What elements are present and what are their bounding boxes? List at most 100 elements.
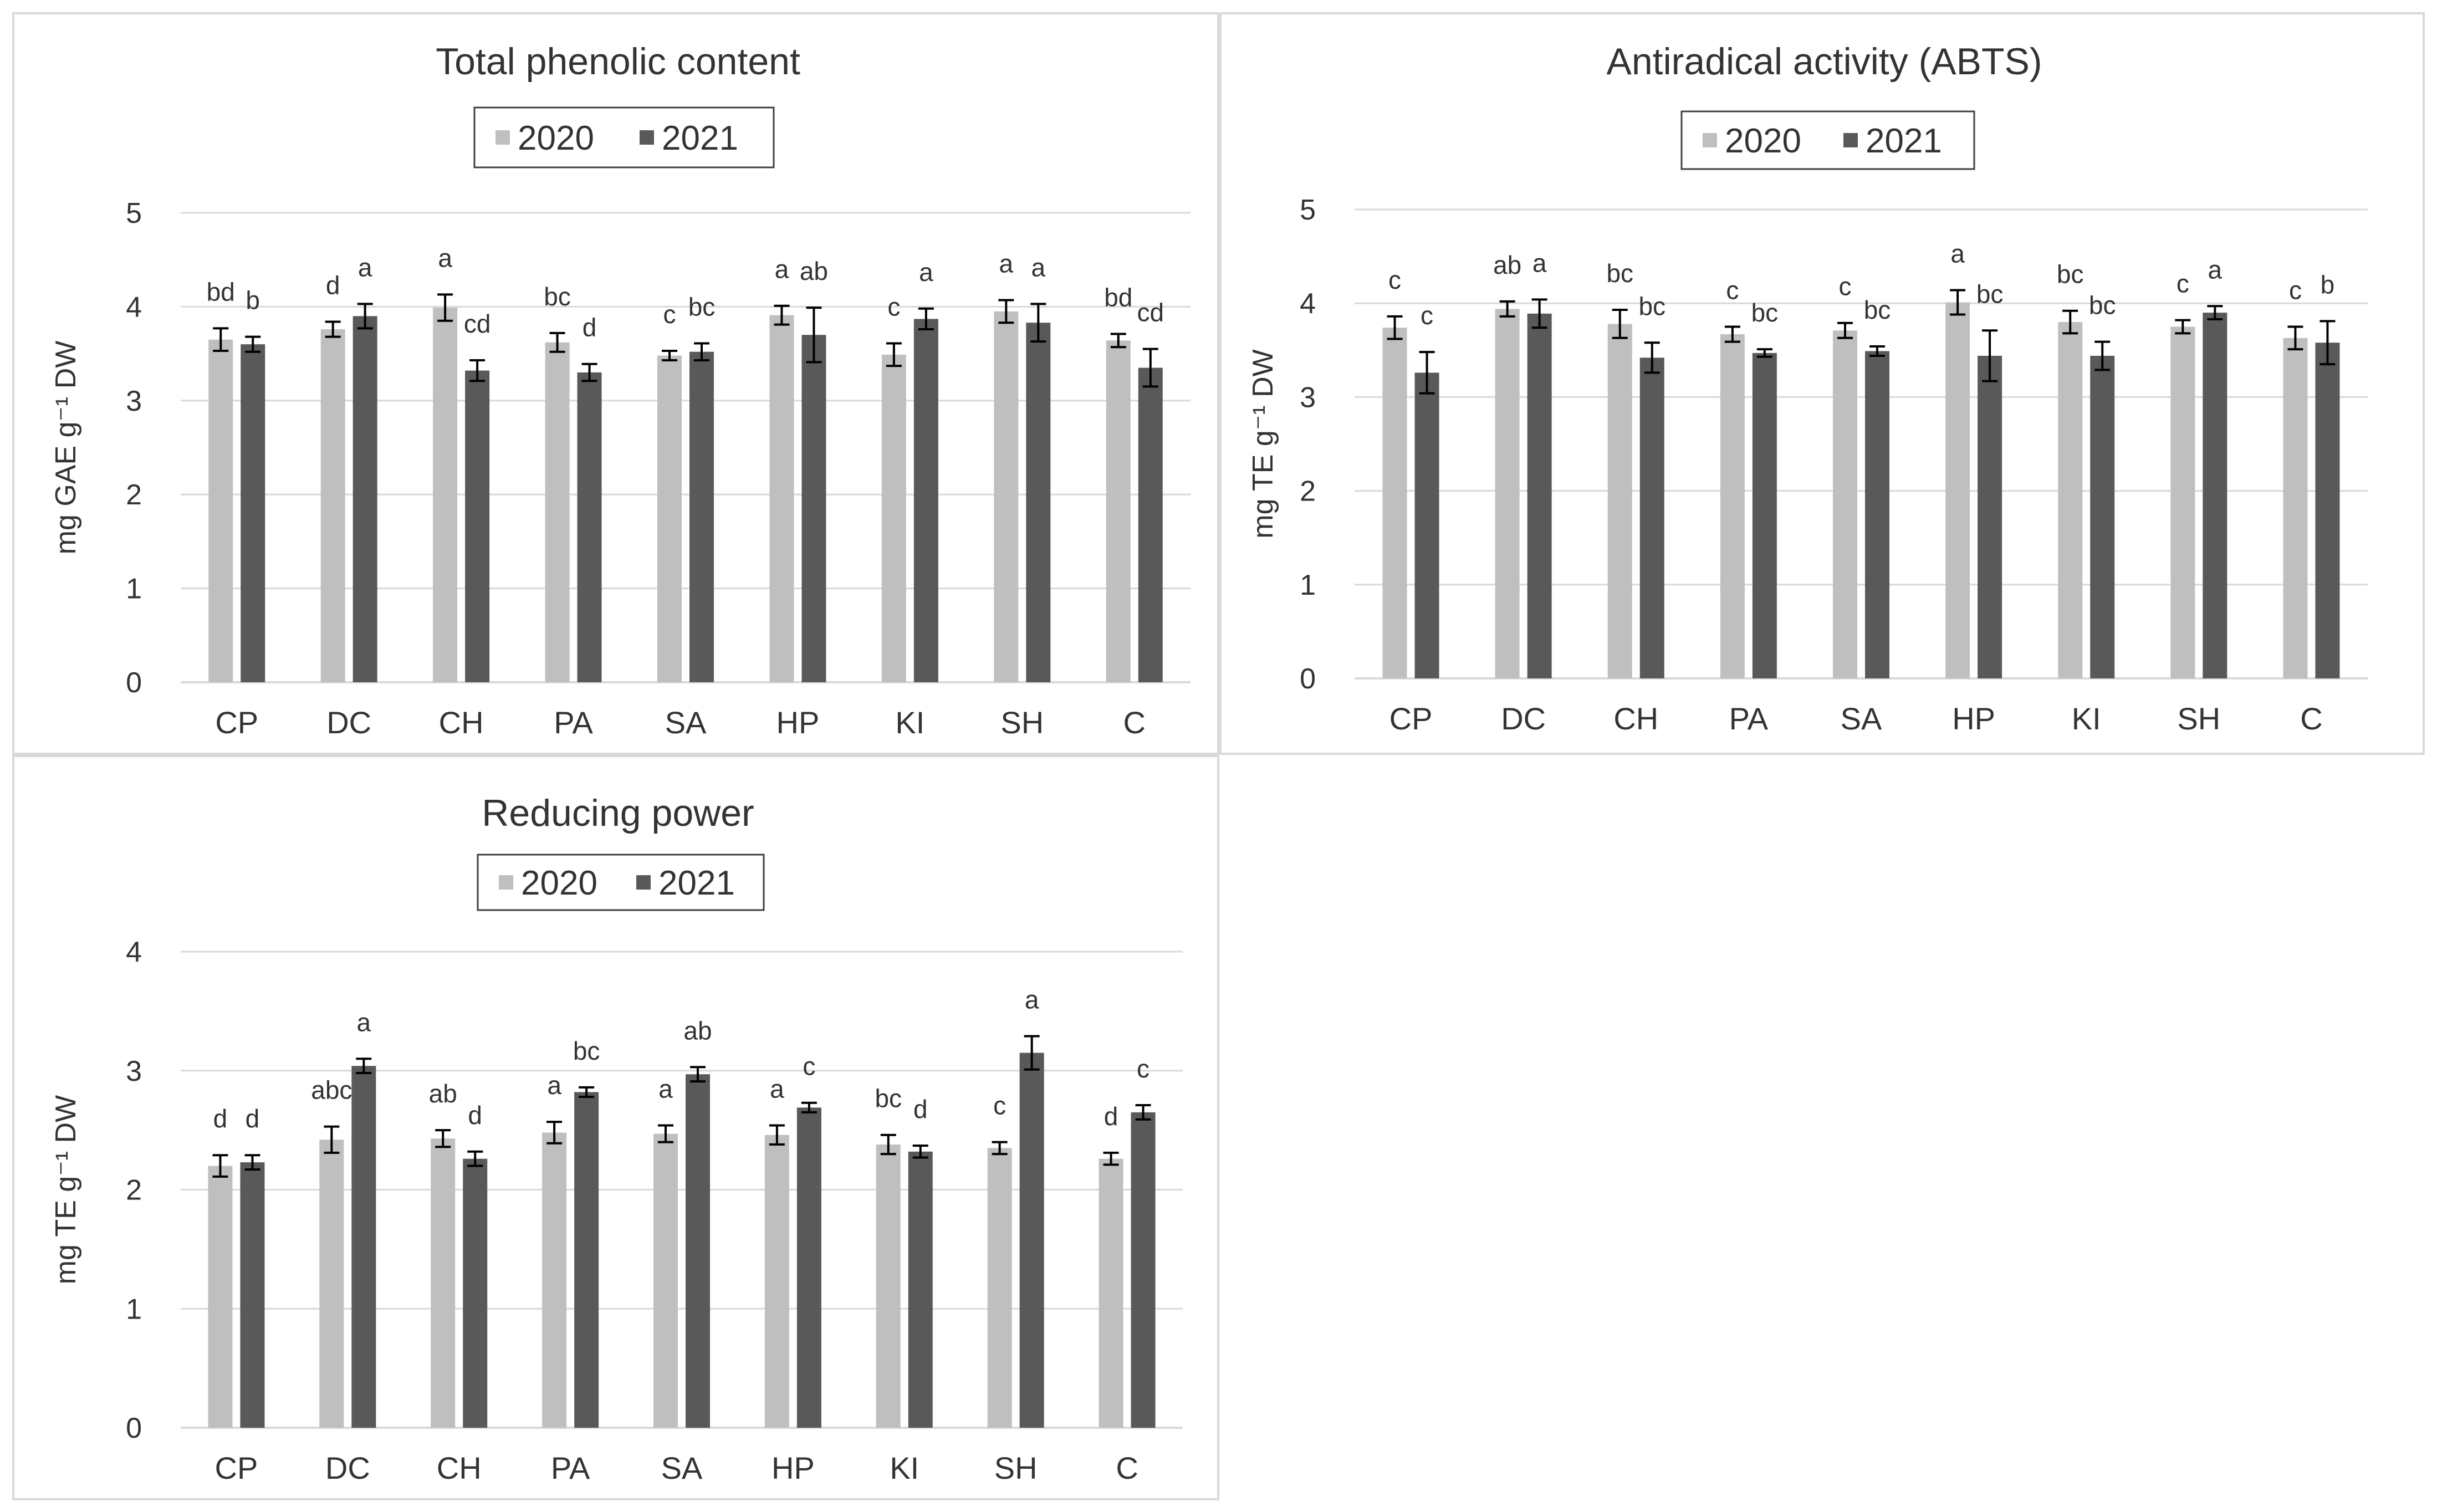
legend-label-2021: 2021: [658, 864, 735, 902]
y-tick-label: 3: [126, 385, 142, 417]
bar-2020-CP: [208, 339, 233, 682]
significance-letter-2021-SA: ab: [683, 1016, 712, 1045]
legend-box: [1680, 110, 1975, 170]
bar-2020-KI: [2058, 322, 2083, 678]
significance-letter-2021-DC: a: [1532, 248, 1547, 277]
significance-letter-2020-HP: a: [770, 1075, 784, 1104]
x-tick-label: SA: [661, 1450, 703, 1485]
bar-2021-CH: [463, 1158, 488, 1428]
significance-letter-2021-CH: bc: [1638, 292, 1665, 320]
bar-2020-DC: [319, 1140, 344, 1428]
significance-letter-2020-HP: a: [1950, 239, 1965, 268]
bar-2020-C: [1106, 340, 1131, 682]
significance-letter-2021-CH: d: [468, 1101, 482, 1130]
significance-letter-2020-CH: bc: [1606, 259, 1633, 288]
bar-2020-CH: [433, 308, 458, 682]
significance-letter-2021-HP: c: [803, 1052, 815, 1081]
significance-letter-2021-CP: d: [246, 1104, 260, 1133]
bar-2021-KI: [908, 1151, 933, 1428]
bar-2021-CP: [240, 1162, 265, 1428]
x-tick-label: C: [1116, 1450, 1138, 1485]
significance-letter-2021-C: b: [2321, 270, 2335, 299]
significance-letter-2021-SH: a: [1025, 985, 1039, 1014]
chart-title: Total phenolic content: [436, 40, 800, 83]
bar-2020-PA: [1720, 334, 1745, 678]
bar-2021-DC: [1527, 313, 1552, 678]
significance-letter-2020-SA: c: [1839, 272, 1852, 301]
bar-2021-CP: [241, 344, 265, 682]
bar-2020-KI: [881, 354, 906, 682]
bar-2020-SH: [994, 311, 1019, 682]
x-tick-label: KI: [2072, 701, 2101, 736]
bar-2021-C: [2315, 343, 2340, 678]
significance-letter-2021-PA: bc: [1751, 298, 1779, 327]
chart-title: Reducing power: [482, 792, 754, 834]
significance-letter-2021-C: c: [1137, 1054, 1149, 1083]
x-tick-label: CH: [1613, 701, 1658, 736]
significance-letter-2020-C: d: [1104, 1102, 1118, 1131]
significance-letter-2020-PA: a: [547, 1071, 561, 1100]
x-tick-label: C: [1123, 705, 1146, 740]
significance-letter-2021-CP: b: [246, 286, 260, 315]
x-tick-label: CP: [215, 1450, 258, 1485]
bar-2021-KI: [2090, 355, 2115, 678]
significance-letter-2021-CP: c: [1421, 301, 1433, 330]
bar-2021-PA: [577, 372, 602, 682]
significance-letter-2020-PA: c: [1726, 276, 1739, 305]
x-tick-label: SA: [665, 705, 707, 740]
bar-2020-HP: [1945, 302, 1970, 678]
y-axis-title: mg TE g⁻¹ DW: [50, 1095, 82, 1284]
significance-letter-2020-SA: c: [663, 300, 676, 329]
bar-2020-CH: [431, 1138, 456, 1428]
x-tick-label: PA: [551, 1450, 590, 1485]
y-tick-label: 4: [1300, 288, 1316, 320]
legend-label-2020: 2020: [521, 864, 597, 902]
bar-2021-HP: [1978, 355, 2002, 678]
significance-letter-2021-DC: a: [357, 1008, 371, 1036]
y-tick-label: 4: [126, 291, 142, 323]
significance-letter-2021-HP: bc: [1976, 279, 2004, 308]
bar-2021-DC: [351, 1066, 376, 1428]
significance-letter-2020-DC: ab: [1493, 251, 1521, 279]
bar-2020-SH: [2170, 326, 2195, 678]
significance-letter-2020-SA: a: [658, 1075, 673, 1104]
bar-2021-PA: [1752, 353, 1777, 678]
bar-2020-SA: [1833, 330, 1857, 678]
bar-2020-SA: [653, 1133, 678, 1428]
chart-panel-reducing-power: Reducing power 2020 2021 0 1 2 3 4 mg TE g⁻¹ DW C…: [12, 755, 1219, 1500]
y-tick-label: 0: [126, 667, 142, 699]
y-tick-label: 5: [1300, 194, 1316, 226]
x-tick-label: SA: [1841, 701, 1882, 736]
y-tick-label: 1: [1300, 569, 1316, 601]
bar-2021-C: [1138, 367, 1163, 682]
chart-title: Antiradical activity (ABTS): [1607, 40, 2042, 83]
y-tick-label: 4: [126, 936, 142, 968]
significance-letter-2021-CH: cd: [464, 309, 491, 338]
significance-letter-2020-HP: a: [775, 255, 789, 284]
significance-letter-2020-CH: ab: [429, 1079, 457, 1108]
y-tick-label: 2: [126, 479, 142, 511]
x-tick-label: DC: [325, 1450, 370, 1485]
significance-letter-2020-DC: d: [326, 271, 340, 300]
chart-svg-total-phenolic: Total phenolic content 2020 2021 0 1 2 3 4 5 mg G…: [50, 40, 1191, 740]
bar-2020-CP: [1382, 328, 1407, 678]
bar-2020-CH: [1607, 324, 1632, 678]
legend-swatch-2020: [495, 130, 510, 145]
bar-2021-CH: [1639, 357, 1664, 678]
chart-panel-abts: Antiradical activity (ABTS) 2020 2021 0 1 2 3 4…: [1219, 12, 2425, 755]
x-tick-label: KI: [895, 705, 924, 740]
bar-2021-SA: [1865, 351, 1889, 678]
significance-letter-2021-SH: a: [2208, 255, 2223, 284]
x-tick-label: DC: [326, 705, 371, 740]
significance-letter-2020-C: bd: [1104, 283, 1132, 312]
bar-2020-C: [2283, 338, 2308, 678]
y-tick-label: 5: [126, 197, 142, 229]
legend-box: [473, 106, 775, 168]
x-tick-label: C: [2300, 701, 2322, 736]
bar-2021-CP: [1414, 372, 1439, 678]
significance-letter-2020-PA: bc: [544, 282, 571, 311]
chart-panel-total-phenolic: Total phenolic content 2020 2021 0 1 2 3 4 5 mg G…: [12, 12, 1219, 755]
bar-2020-SH: [987, 1148, 1012, 1428]
bar-2021-SH: [2203, 313, 2227, 678]
significance-letter-2020-C: c: [2289, 276, 2302, 305]
